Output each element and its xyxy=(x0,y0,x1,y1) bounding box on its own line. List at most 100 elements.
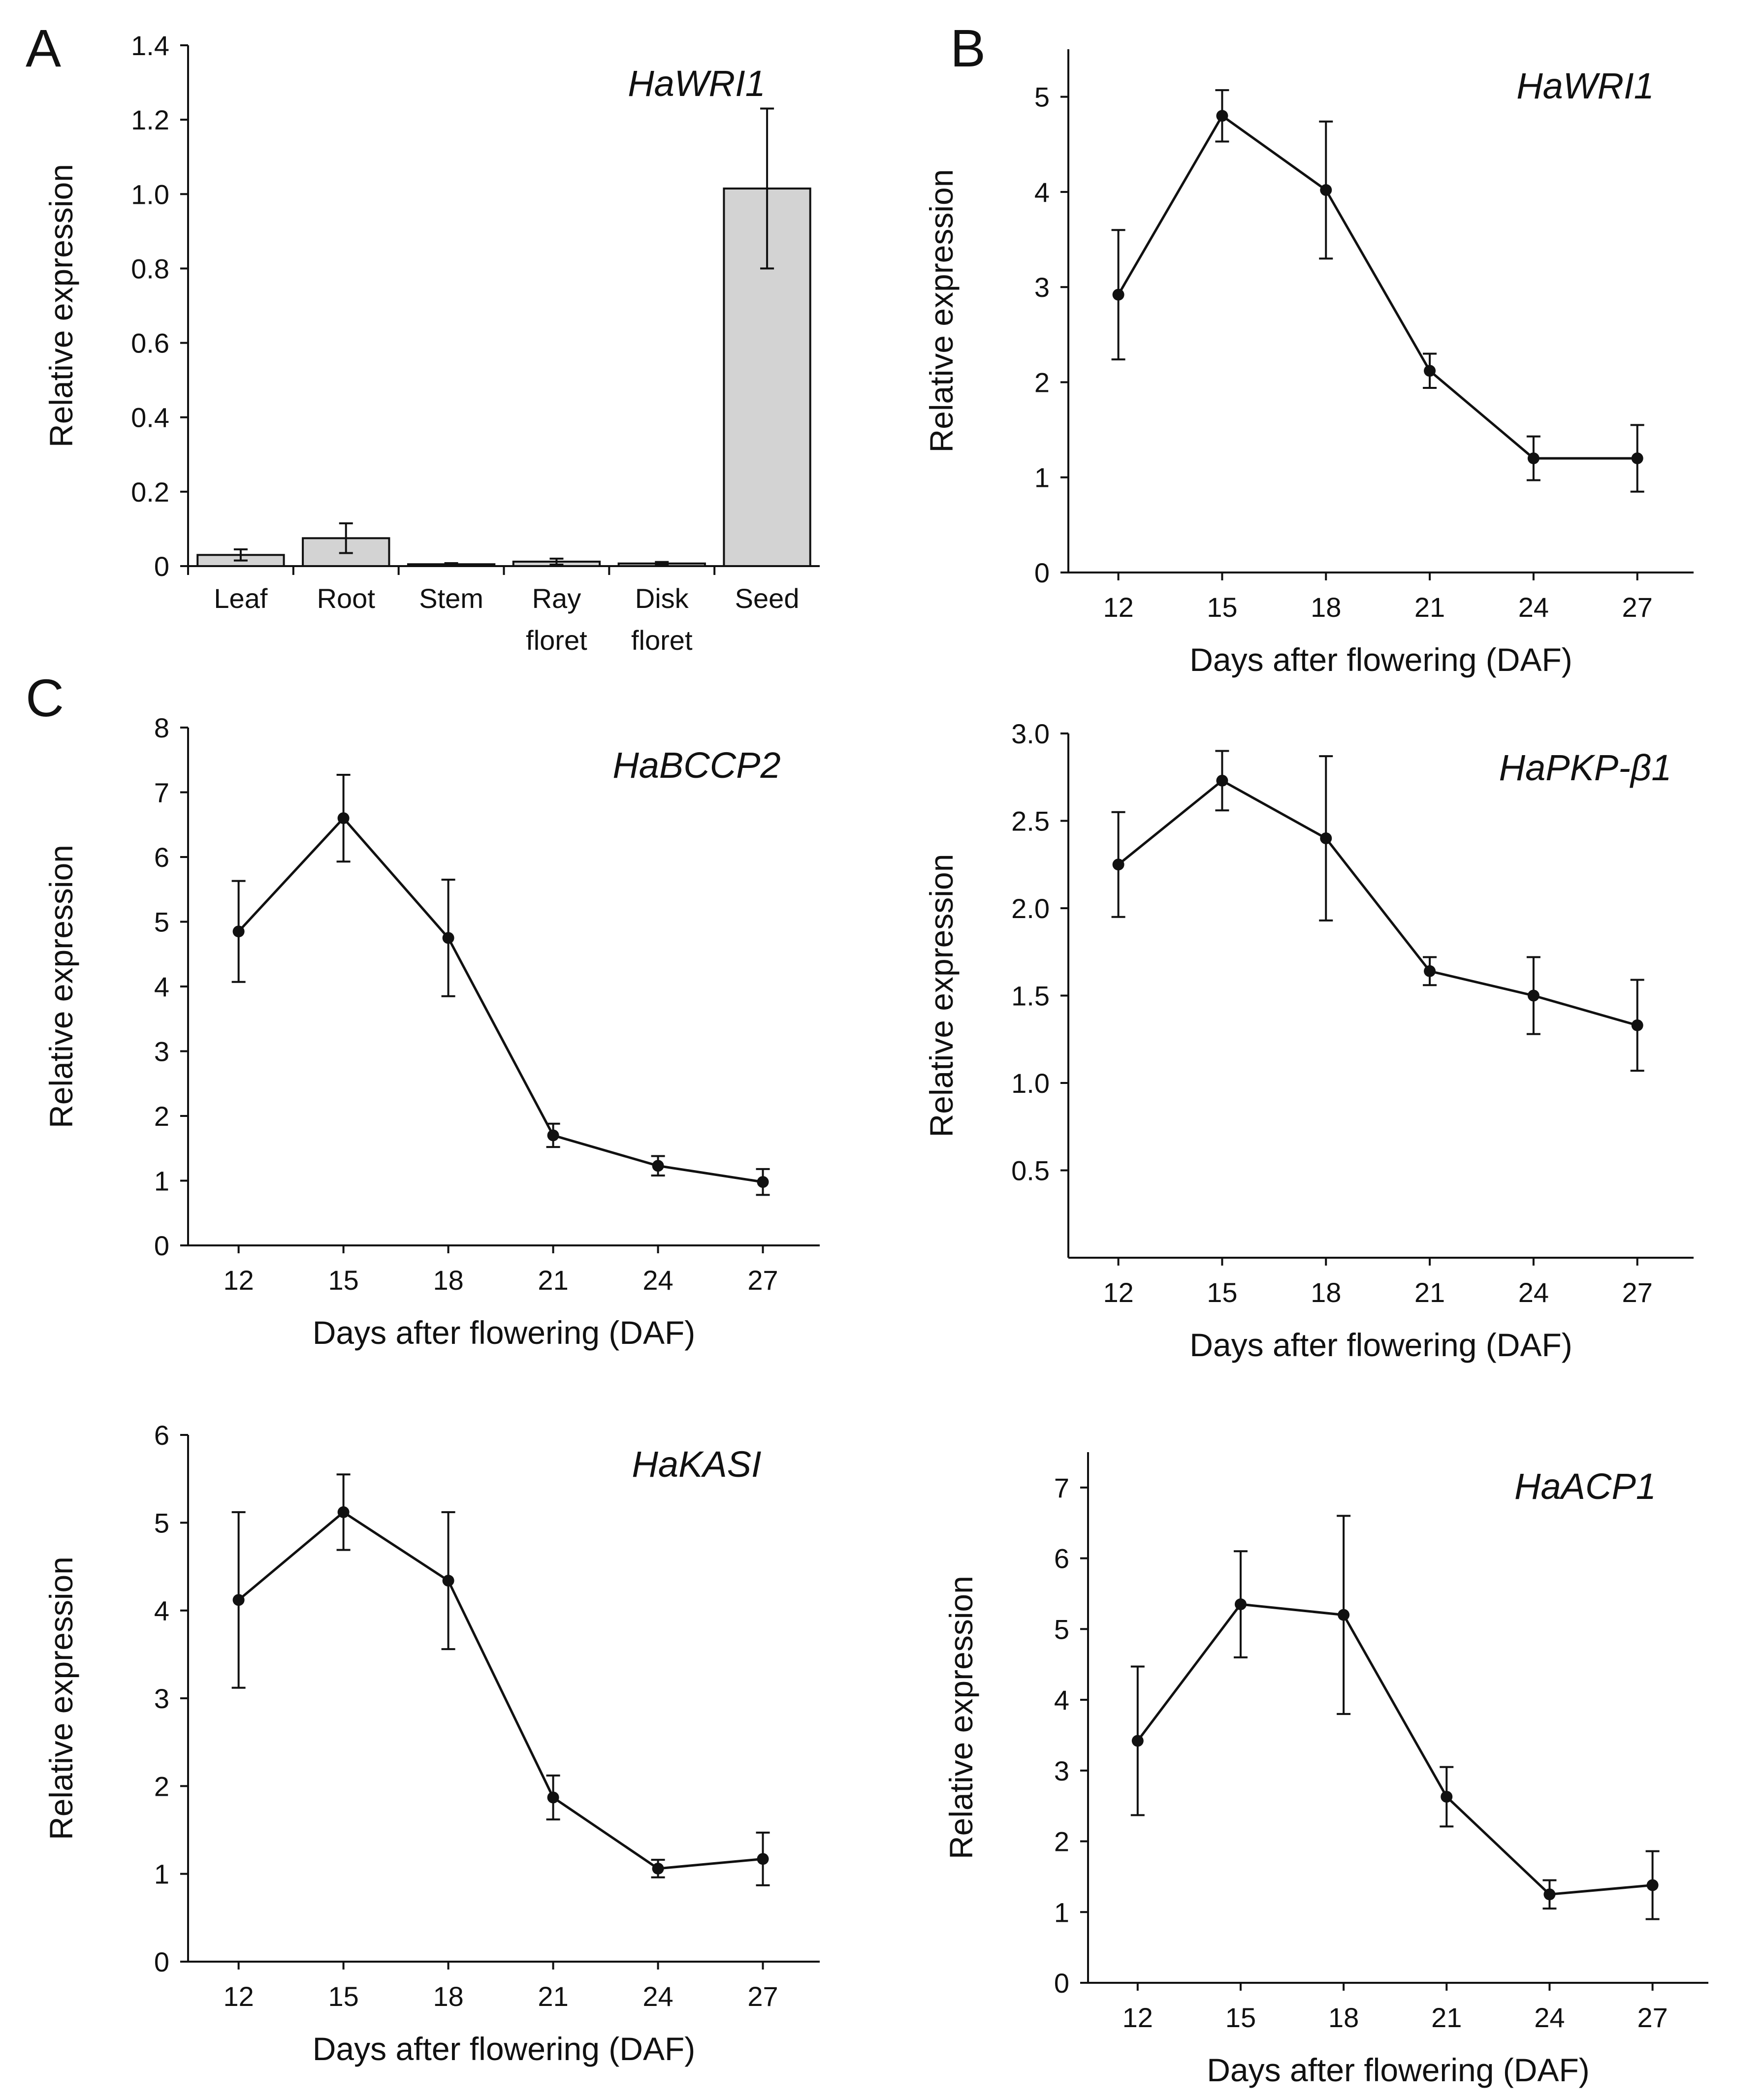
data-point-c3 xyxy=(547,1791,559,1804)
data-point-c3 xyxy=(232,1594,245,1606)
x-tick-label-a: Root xyxy=(317,583,376,614)
y-tick-label-a: 1.2 xyxy=(131,104,169,135)
x-tick-label-c3: 15 xyxy=(328,1981,358,2012)
y-tick-label-b: 0 xyxy=(1034,557,1050,588)
data-point-c2 xyxy=(1424,965,1436,977)
y-tick-label-c1: 3 xyxy=(154,1036,169,1067)
x-tick-label-c3: 27 xyxy=(747,1981,778,2012)
series-line-c2 xyxy=(1118,779,1638,1027)
y-tick-label-c1: 1 xyxy=(154,1166,169,1197)
x-tick-label-c1: 24 xyxy=(642,1265,673,1296)
x-tick-label-a: Disk xyxy=(635,583,689,614)
x-tick-label-a: Ray xyxy=(532,583,581,614)
y-axis-title-b: Relative expression xyxy=(923,169,960,453)
chart-title-c3: HaKASI xyxy=(632,1444,761,1485)
series-line-c1 xyxy=(237,816,763,1183)
x-tick-label-c3: 21 xyxy=(538,1981,568,2012)
y-tick-label-a: 1.4 xyxy=(131,30,169,61)
data-point-c2 xyxy=(1112,858,1124,871)
y-tick-label-b: 5 xyxy=(1034,82,1050,113)
y-axis-title-c3: Relative expression xyxy=(43,1557,79,1840)
x-tick-label-a: Stem xyxy=(419,583,483,614)
data-point-c4 xyxy=(1646,1879,1659,1891)
x-tick-label-c2: 15 xyxy=(1207,1277,1237,1308)
y-tick-label-b: 4 xyxy=(1034,177,1050,208)
x-tick-label-b: 27 xyxy=(1622,592,1653,623)
y-tick-label-b: 1 xyxy=(1034,462,1050,493)
y-tick-label-c4: 3 xyxy=(1054,1755,1069,1786)
data-point-b xyxy=(1320,184,1332,196)
y-tick-label-c3: 2 xyxy=(154,1771,169,1802)
data-point-c4 xyxy=(1441,1790,1453,1803)
x-tick-label-c3: 12 xyxy=(223,1981,254,2012)
y-axis-title-c2: Relative expression xyxy=(923,854,960,1138)
y-tick-label-c1: 0 xyxy=(154,1230,169,1261)
chart-title-b: HaWRI1 xyxy=(1516,65,1654,106)
x-tick-label-c4: 15 xyxy=(1225,2002,1256,2033)
y-tick-label-c3: 5 xyxy=(154,1507,169,1538)
y-tick-label-c4: 1 xyxy=(1054,1897,1069,1928)
x-axis-title-c2: Days after flowering (DAF) xyxy=(1189,1327,1572,1363)
y-axis-title-c1: Relative expression xyxy=(43,845,79,1128)
y-tick-label-c2: 2.0 xyxy=(1011,893,1050,924)
panel-letter-a: A xyxy=(26,18,61,78)
y-tick-label-c3: 6 xyxy=(154,1420,169,1451)
x-tick-label-c2: 27 xyxy=(1622,1277,1653,1308)
y-tick-label-a: 1.0 xyxy=(131,179,169,210)
y-axis-title-a: Relative expression xyxy=(43,164,79,447)
data-point-c4 xyxy=(1234,1598,1247,1611)
x-tick-label-c1: 21 xyxy=(538,1265,568,1296)
x-tick-label-c3: 18 xyxy=(433,1981,463,2012)
chart-title-c4: HaACP1 xyxy=(1514,1466,1656,1507)
series-line-c3 xyxy=(238,1510,763,1870)
panel-letter-c: C xyxy=(26,668,64,728)
x-tick-label-c4: 18 xyxy=(1328,2002,1359,2033)
x-tick-label-b: 18 xyxy=(1311,592,1341,623)
x-tick-label-a: Seed xyxy=(735,583,800,614)
y-tick-label-c2: 1.5 xyxy=(1011,981,1050,1012)
y-tick-label-c2: 1.0 xyxy=(1011,1068,1050,1099)
y-tick-label-c1: 2 xyxy=(154,1101,169,1132)
x-tick-label-c1: 12 xyxy=(223,1265,254,1296)
data-point-c4 xyxy=(1338,1609,1350,1621)
data-point-b xyxy=(1631,452,1643,465)
data-point-c1 xyxy=(547,1129,559,1142)
x-tick-label-b: 15 xyxy=(1207,592,1237,623)
y-tick-label-c4: 7 xyxy=(1054,1472,1069,1503)
data-point-c3 xyxy=(442,1575,454,1587)
y-tick-label-a: 0.2 xyxy=(131,477,169,508)
data-point-c1 xyxy=(652,1160,664,1172)
x-tick-label-a: floret xyxy=(631,625,693,656)
chart-title-c2: HaPKP-β1 xyxy=(1499,747,1672,788)
x-tick-label-b: 24 xyxy=(1518,592,1549,623)
x-tick-label-a: floret xyxy=(526,625,587,656)
x-tick-label-c4: 24 xyxy=(1534,2002,1565,2033)
x-tick-label-c4: 12 xyxy=(1123,2002,1153,2033)
x-tick-label-c1: 27 xyxy=(747,1265,778,1296)
y-tick-label-a: 0 xyxy=(154,551,169,582)
data-point-b xyxy=(1112,288,1124,301)
y-tick-label-a: 0.8 xyxy=(131,253,169,284)
data-point-c4 xyxy=(1543,1888,1556,1901)
y-tick-label-c1: 5 xyxy=(154,907,169,938)
y-tick-label-c2: 2.5 xyxy=(1011,806,1050,837)
data-point-c1 xyxy=(442,932,454,944)
y-tick-label-a: 0.4 xyxy=(131,402,169,433)
data-point-c1 xyxy=(337,812,350,825)
x-axis-title-c4: Days after flowering (DAF) xyxy=(1207,2052,1590,2088)
x-axis-title-c1: Days after flowering (DAF) xyxy=(313,1314,696,1351)
y-tick-label-c1: 8 xyxy=(154,712,169,743)
y-tick-label-c4: 4 xyxy=(1054,1685,1069,1716)
y-tick-label-c4: 6 xyxy=(1054,1543,1069,1574)
x-tick-label-c1: 15 xyxy=(328,1265,358,1296)
y-tick-label-b: 3 xyxy=(1034,272,1050,303)
x-tick-label-c1: 18 xyxy=(433,1265,463,1296)
y-tick-label-b: 2 xyxy=(1034,367,1050,398)
y-tick-label-c3: 3 xyxy=(154,1683,169,1714)
y-axis-title-c4: Relative expression xyxy=(943,1576,979,1859)
data-point-c4 xyxy=(1131,1735,1144,1747)
x-tick-label-c3: 24 xyxy=(642,1981,673,2012)
x-tick-label-c2: 21 xyxy=(1414,1277,1445,1308)
data-point-b xyxy=(1424,365,1436,377)
